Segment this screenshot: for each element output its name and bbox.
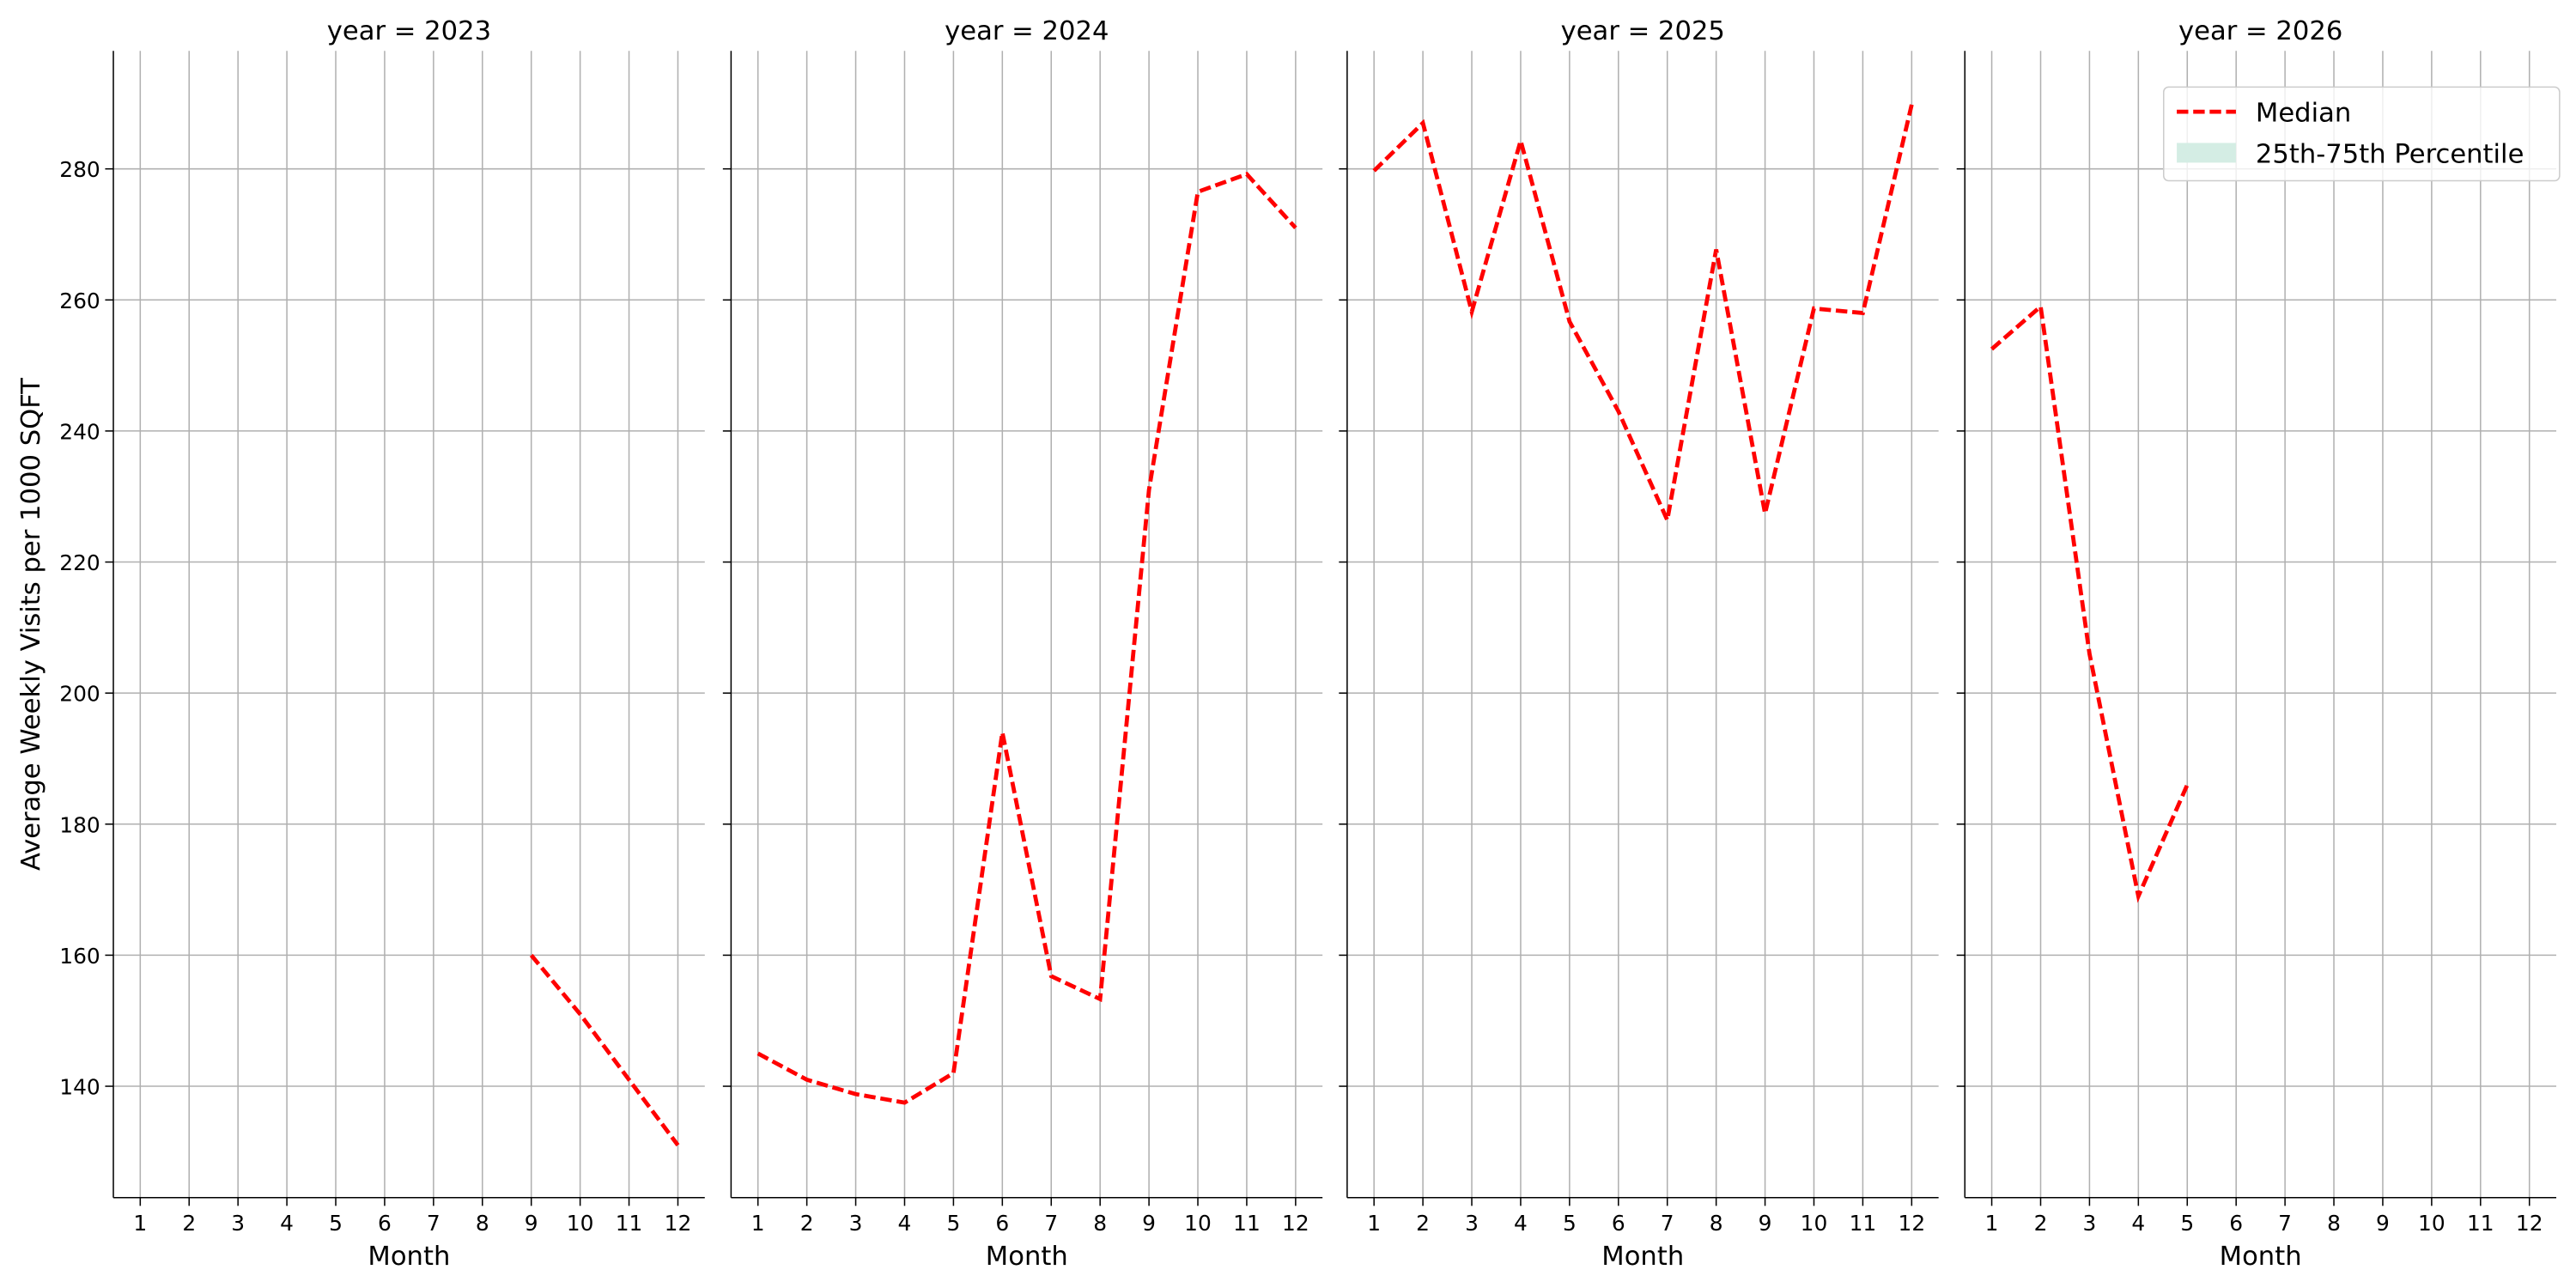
y-tick-label: 140 [59, 1075, 100, 1100]
y-tick-label: 260 [59, 289, 100, 313]
x-tick-label: 6 [995, 1211, 1009, 1236]
panel-title: year = 2026 [2178, 16, 2342, 46]
x-tick-label: 8 [1093, 1211, 1107, 1236]
x-tick-label: 12 [1282, 1211, 1309, 1236]
x-tick-label: 5 [2180, 1211, 2194, 1236]
x-tick-label: 6 [378, 1211, 392, 1236]
median-line [756, 171, 1297, 1105]
x-tick-label: 7 [2278, 1211, 2292, 1236]
x-tick-label: 5 [329, 1211, 343, 1236]
x-tick-label: 2 [2034, 1211, 2048, 1236]
x-tick-label: 9 [525, 1211, 538, 1236]
x-tick-label: 7 [427, 1211, 440, 1236]
x-tick-label: 1 [1985, 1211, 1999, 1236]
x-tick-label: 11 [616, 1211, 643, 1236]
x-tick-label: 3 [1465, 1211, 1479, 1236]
x-tick-label: 1 [133, 1211, 147, 1236]
x-tick-label: 12 [2516, 1211, 2543, 1236]
x-tick-label: 6 [2229, 1211, 2243, 1236]
x-tick-label: 10 [567, 1211, 594, 1236]
x-tick-label: 4 [280, 1211, 294, 1236]
x-tick-label: 8 [2327, 1211, 2341, 1236]
median-line [529, 953, 680, 1147]
x-axis-label: Month [2220, 1242, 2302, 1272]
x-tick-label: 8 [476, 1211, 489, 1236]
x-tick-label: 5 [946, 1211, 960, 1236]
x-tick-label: 3 [849, 1211, 863, 1236]
x-tick-label: 9 [1759, 1211, 1772, 1236]
y-tick-label: 280 [59, 157, 100, 182]
x-tick-label: 10 [2418, 1211, 2445, 1236]
panel-title: year = 2024 [945, 16, 1109, 46]
x-tick-label: 7 [1661, 1211, 1674, 1236]
x-tick-label: 4 [898, 1211, 912, 1236]
y-tick-label: 160 [59, 944, 100, 969]
panel-title: year = 2023 [327, 16, 491, 46]
median-line [1372, 104, 1914, 527]
x-tick-label: 9 [2376, 1211, 2390, 1236]
y-tick-label: 220 [59, 550, 100, 575]
legend-label: Median [2256, 99, 2351, 129]
panel-title: year = 2025 [1561, 16, 1725, 46]
x-tick-label: 2 [182, 1211, 196, 1236]
x-tick-label: 11 [1850, 1211, 1877, 1236]
x-tick-label: 10 [1184, 1211, 1212, 1236]
x-tick-label: 8 [1710, 1211, 1723, 1236]
x-tick-label: 1 [751, 1211, 765, 1236]
y-tick-label: 180 [59, 812, 100, 837]
x-tick-label: 12 [1899, 1211, 1926, 1236]
x-tick-label: 5 [1563, 1211, 1577, 1236]
x-tick-label: 1 [1367, 1211, 1381, 1236]
x-tick-label: 3 [231, 1211, 245, 1236]
x-tick-label: 2 [1416, 1211, 1430, 1236]
y-tick-label: 240 [59, 419, 100, 444]
x-axis-label: Month [1601, 1242, 1684, 1272]
x-tick-label: 12 [665, 1211, 692, 1236]
median-line [1990, 302, 2190, 903]
x-axis-label: Month [368, 1242, 450, 1272]
x-tick-label: 10 [1801, 1211, 1828, 1236]
x-axis-label: Month [986, 1242, 1068, 1272]
x-tick-label: 11 [2467, 1211, 2494, 1236]
x-tick-label: 6 [1612, 1211, 1625, 1236]
x-tick-label: 7 [1044, 1211, 1058, 1236]
y-axis-label: Average Weekly Visits per 1000 SQFT [16, 378, 46, 871]
x-tick-label: 11 [1233, 1211, 1261, 1236]
x-tick-label: 4 [1514, 1211, 1528, 1236]
legend-swatch [2177, 143, 2236, 163]
x-tick-label: 2 [800, 1211, 814, 1236]
x-tick-label: 4 [2131, 1211, 2145, 1236]
x-tick-label: 3 [2083, 1211, 2097, 1236]
x-tick-label: 9 [1142, 1211, 1156, 1236]
legend-box [2163, 86, 2561, 182]
y-tick-label: 200 [59, 682, 100, 707]
legend-label: 25th-75th Percentile [2256, 139, 2524, 169]
